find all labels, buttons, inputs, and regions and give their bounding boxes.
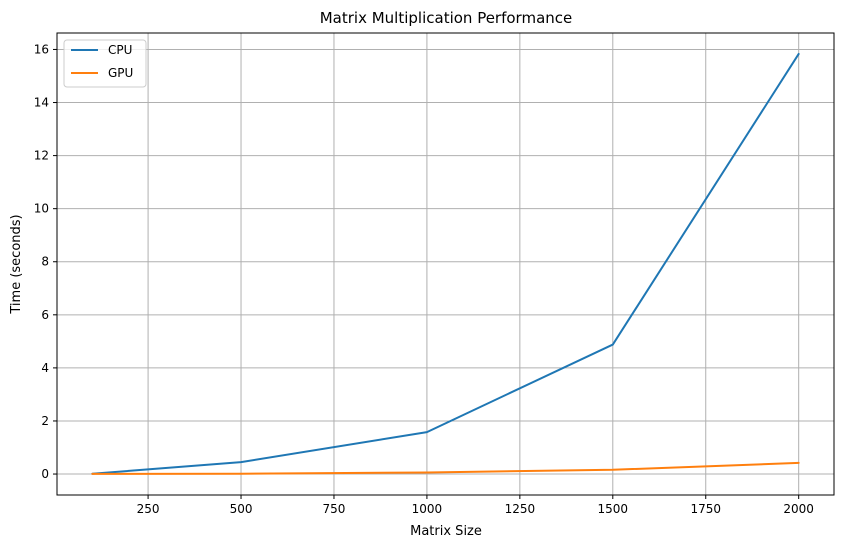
- x-tick-label: 1250: [505, 502, 536, 516]
- chart-title: Matrix Multiplication Performance: [320, 9, 573, 27]
- y-tick-label: 2: [41, 414, 49, 428]
- legend-box: [63, 39, 147, 88]
- plot-frame: [56, 32, 835, 496]
- series-line-cpu: [91, 52, 800, 475]
- plot-background: [57, 33, 834, 495]
- x-axis-ticks: 250 500 750 1000 1250 1500 1750 2000: [137, 495, 814, 516]
- x-tick-label: 500: [230, 502, 253, 516]
- x-axis-label: Matrix Size: [410, 524, 482, 539]
- y-tick-label: 14: [34, 96, 49, 110]
- y-tick-label: 8: [41, 255, 49, 269]
- x-tick-label: 1750: [690, 502, 721, 516]
- y-tick-label: 0: [41, 467, 49, 481]
- x-tick-label: 1500: [598, 502, 629, 516]
- plot-area: [56, 32, 835, 496]
- y-axis-label: Time (seconds): [9, 214, 24, 314]
- x-tick-label: 1000: [412, 502, 443, 516]
- legend: CPU GPU: [63, 39, 147, 88]
- y-tick-label: 6: [41, 308, 49, 322]
- x-tick-label: 750: [323, 502, 346, 516]
- grid-lines: [57, 33, 834, 495]
- series-line-gpu: [91, 461, 800, 475]
- x-tick-label: 2000: [783, 502, 814, 516]
- y-tick-label: 16: [34, 42, 49, 56]
- y-tick-label: 10: [34, 202, 49, 216]
- x-tick-label: 250: [137, 502, 160, 516]
- y-tick-label: 4: [41, 361, 49, 375]
- legend-label-cpu: CPU: [108, 43, 132, 57]
- series-lines: [91, 52, 800, 475]
- y-tick-label: 12: [34, 149, 49, 163]
- legend-label-gpu: GPU: [108, 66, 133, 80]
- y-axis-ticks: 0 2 4 6 8 10 12 14 16: [34, 42, 57, 481]
